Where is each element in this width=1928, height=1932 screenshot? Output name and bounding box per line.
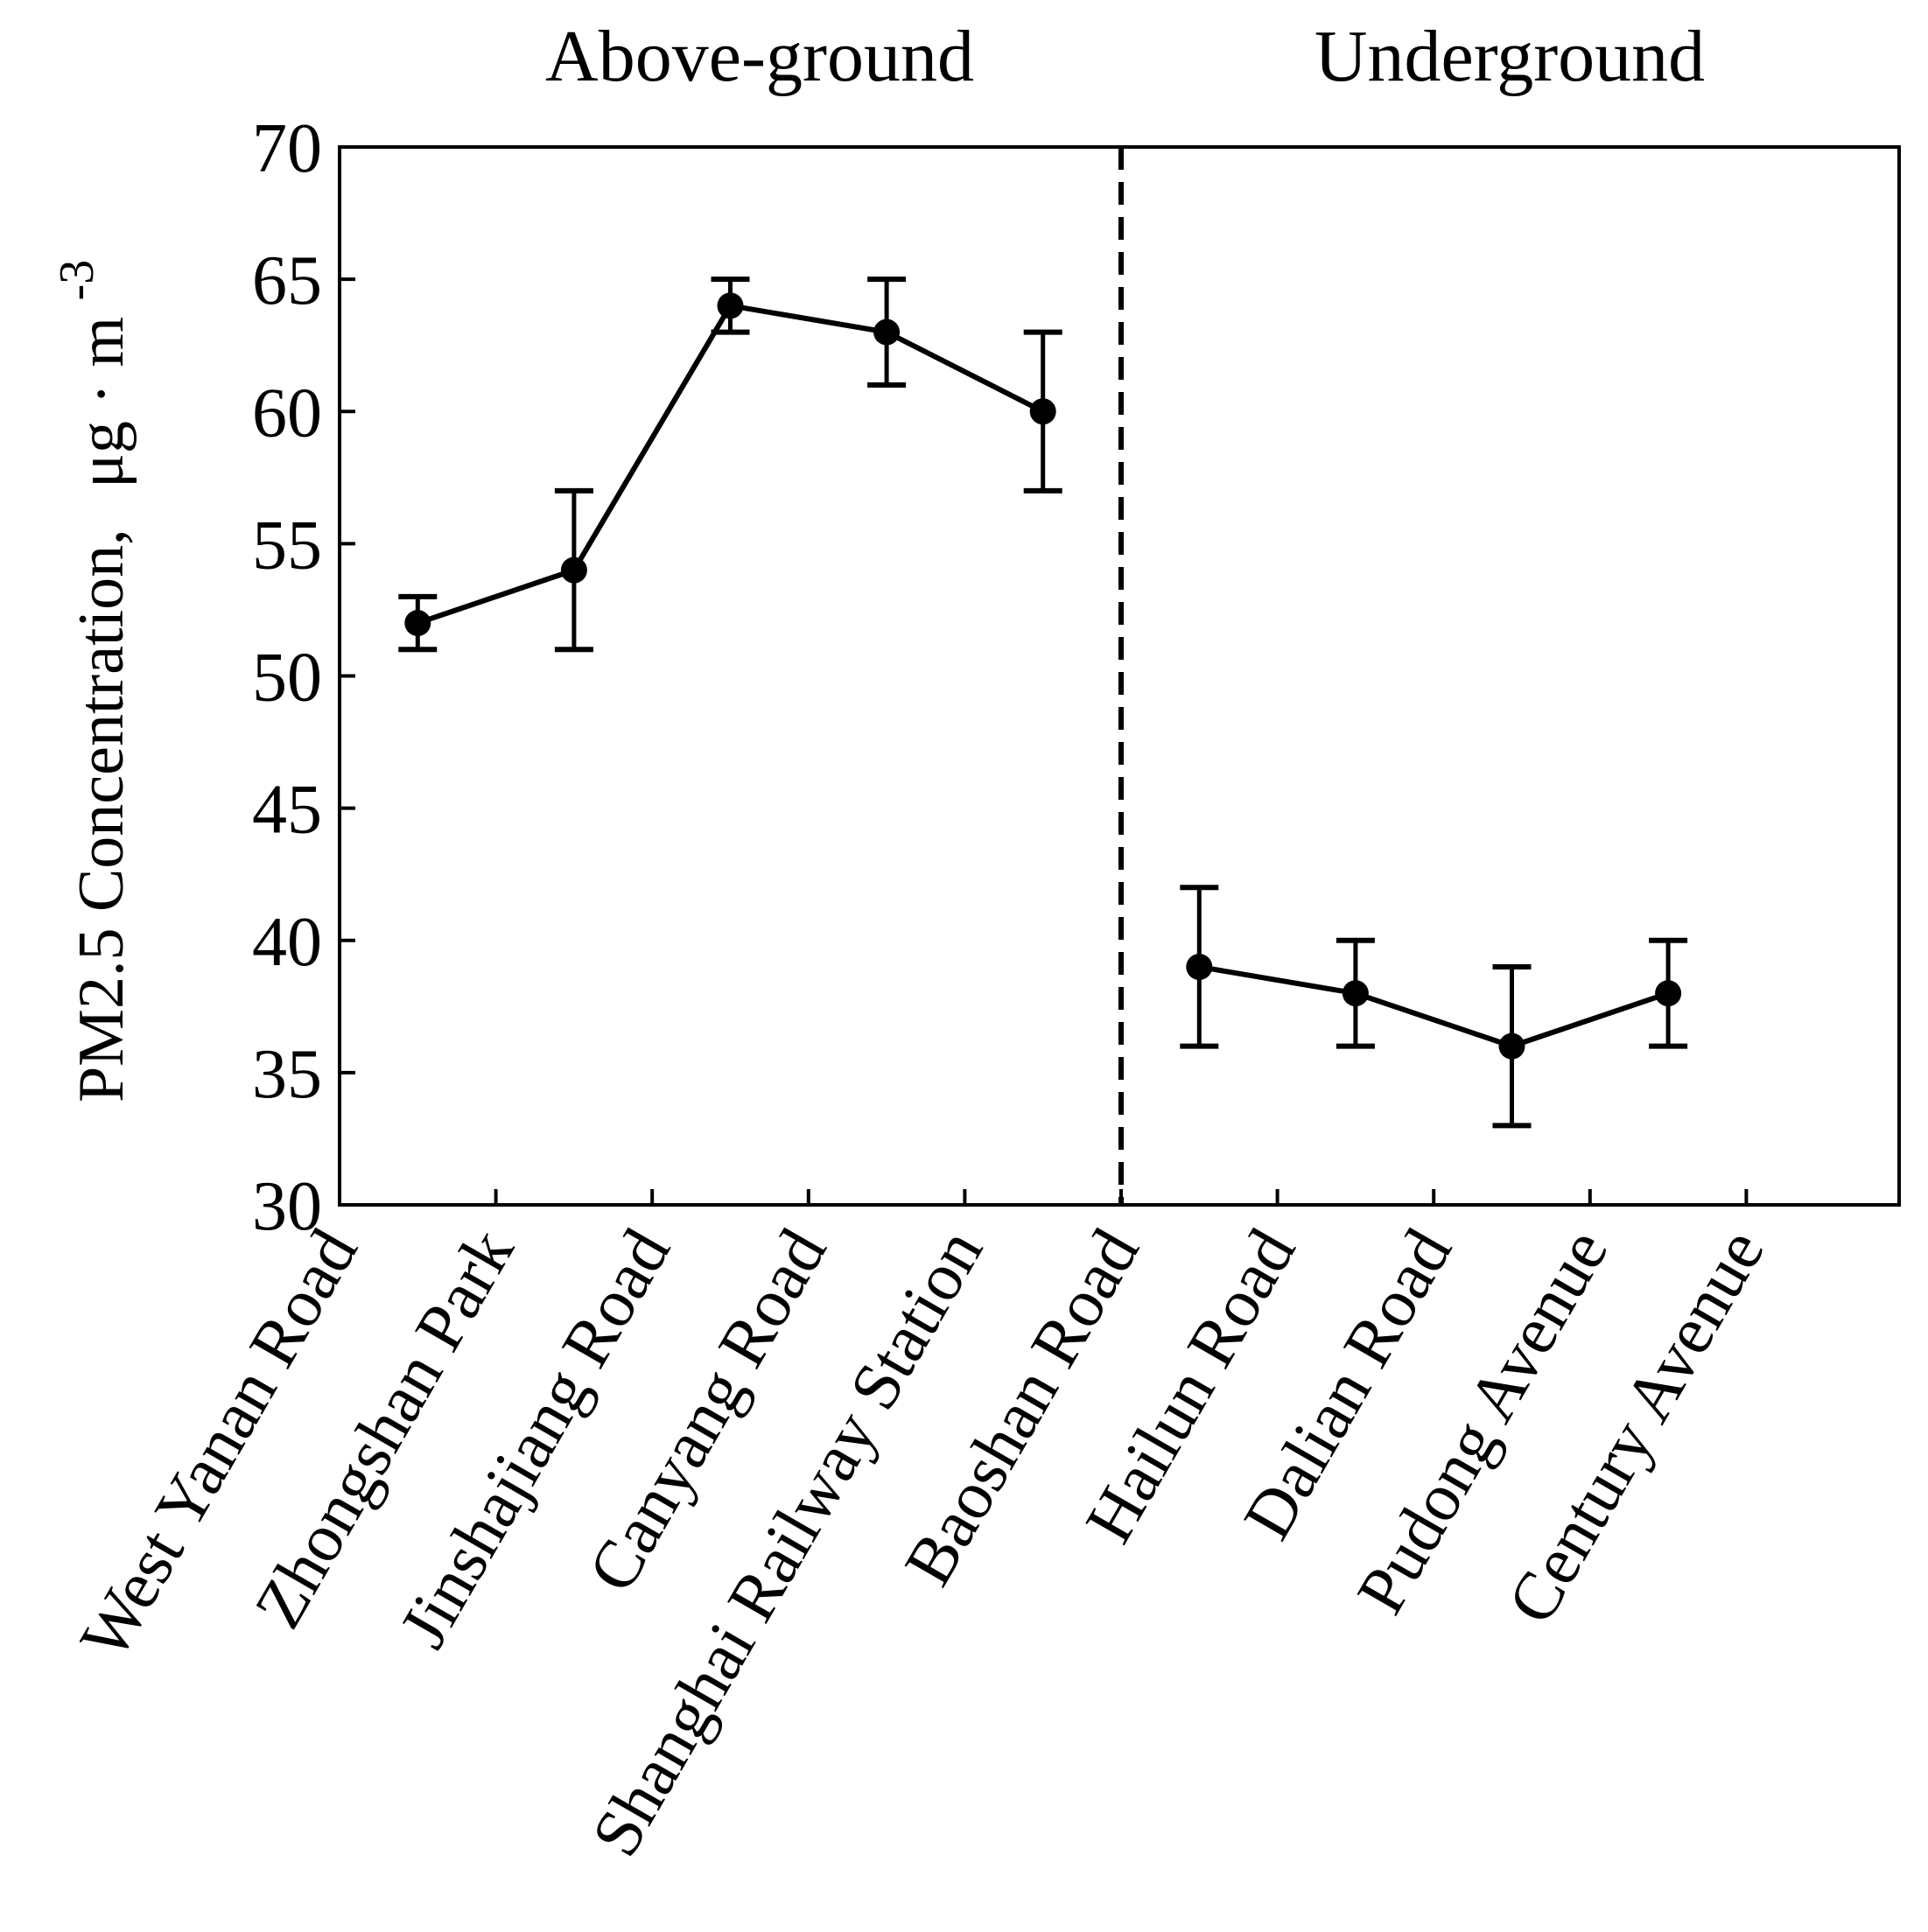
data-point bbox=[404, 610, 431, 637]
y-axis-title-unit: μg · m bbox=[66, 317, 137, 488]
data-point bbox=[1029, 398, 1056, 425]
series-line bbox=[1198, 964, 1670, 1049]
data-point bbox=[1498, 1032, 1525, 1060]
data-point bbox=[717, 292, 744, 319]
y-tick-label: 70 bbox=[252, 110, 322, 187]
svg-text:PM2.5 Concentration, μg: PM2.5 Concentration, μg · m -3 bbox=[50, 260, 137, 1102]
y-tick-label: 50 bbox=[252, 640, 322, 717]
section-label-above-ground: Above-ground bbox=[545, 16, 974, 97]
y-axis-title-main: PM2.5 Concentration, bbox=[66, 528, 137, 1102]
data-point bbox=[1342, 980, 1369, 1007]
y-tick-label: 40 bbox=[252, 904, 322, 981]
series-0 bbox=[398, 276, 1062, 653]
y-tick-label: 30 bbox=[252, 1168, 322, 1245]
y-tick-label: 60 bbox=[252, 374, 322, 452]
y-tick-label: 45 bbox=[252, 772, 322, 849]
y-axis-title-exponent: -3 bbox=[50, 260, 104, 301]
data-point bbox=[560, 556, 587, 584]
series-1 bbox=[1180, 885, 1688, 1129]
section-label-underground: Underground bbox=[1315, 16, 1705, 97]
y-tick-label: 55 bbox=[252, 507, 322, 584]
y-axis: 30 35 40 45 50 55 60 65 70 bbox=[252, 110, 355, 1245]
data-point bbox=[873, 318, 901, 346]
data-point bbox=[1655, 980, 1682, 1007]
y-tick-label: 65 bbox=[252, 242, 322, 319]
series-layer bbox=[398, 276, 1688, 1129]
y-axis-title: PM2.5 Concentration, μg · m -3 bbox=[50, 260, 137, 1102]
data-point bbox=[1186, 953, 1213, 980]
y-tick-label: 35 bbox=[252, 1036, 322, 1113]
